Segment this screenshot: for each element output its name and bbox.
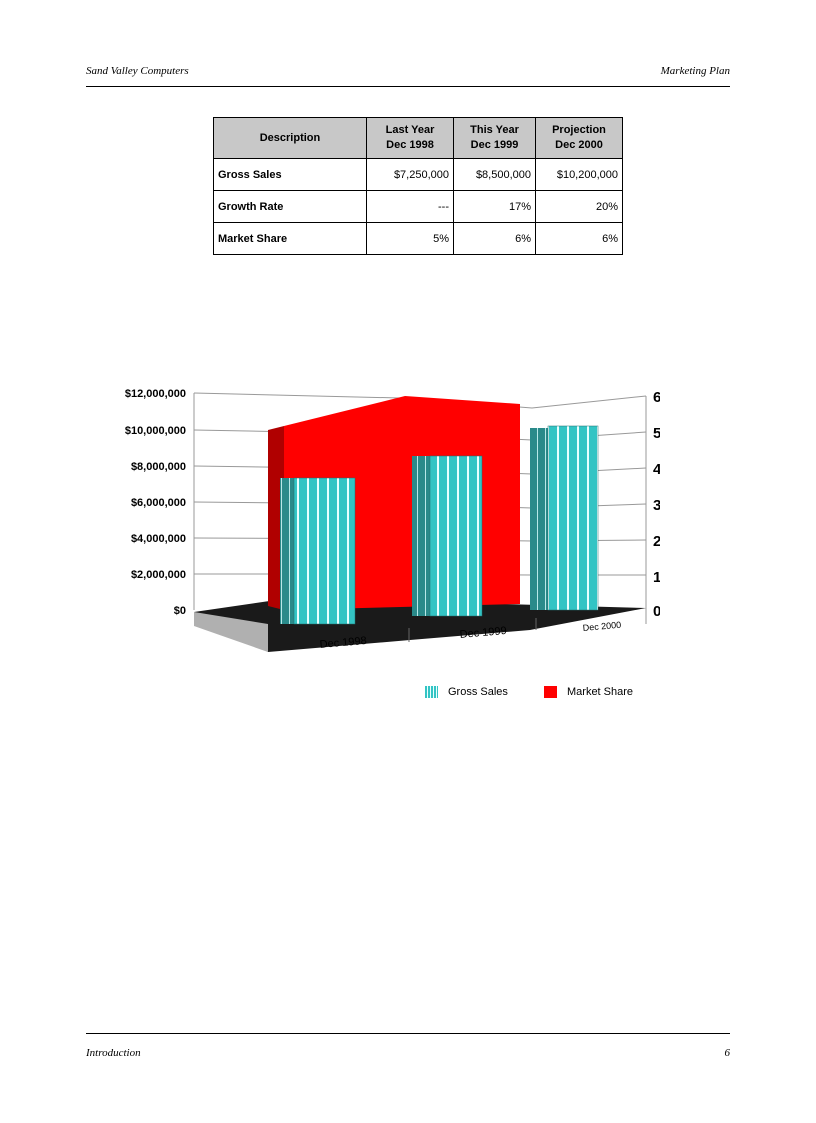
page-number: 6: [724, 1047, 731, 1059]
col-header: This Year Dec 1999: [453, 117, 536, 159]
svg-text:6%: 6%: [653, 389, 660, 406]
floor-edge: [194, 612, 268, 652]
row-label: Gross Sales: [213, 158, 367, 191]
cell: ---: [366, 190, 454, 223]
cell: 5%: [366, 222, 454, 255]
row-label: Growth Rate: [213, 190, 367, 223]
table-row: Market Share 5% 6% 6%: [213, 222, 623, 255]
col-header: Description: [213, 117, 367, 159]
col-header: Last Year Dec 1998: [366, 117, 454, 159]
svg-text:$4,000,000: $4,000,000: [131, 533, 186, 545]
svg-text:4%: 4%: [653, 461, 660, 478]
legend-label: Gross Sales: [448, 686, 508, 698]
left-axis: $12,000,000 $10,000,000 $8,000,000 $6,00…: [125, 388, 186, 617]
cell: 6%: [453, 222, 536, 255]
svg-text:$2,000,000: $2,000,000: [131, 569, 186, 581]
category-axis: Dec 1998 Dec 1999 Dec 2000: [319, 620, 621, 651]
svg-text:$0: $0: [174, 605, 186, 617]
cell: 6%: [535, 222, 623, 255]
financial-summary-table: Description Last Year Dec 1998 This Year D…: [213, 117, 623, 255]
cell: $7,250,000: [366, 158, 454, 191]
header-company: Sand Valley Computers: [86, 65, 189, 77]
cell: $8,500,000: [453, 158, 536, 191]
right-axis: 6% 5% 4% 3% 2% 1% 0%: [653, 389, 660, 620]
svg-text:1%: 1%: [653, 569, 660, 586]
cell: $10,200,000: [535, 158, 623, 191]
svg-text:Dec 2000: Dec 2000: [582, 620, 621, 633]
sales-market-share-chart: $12,000,000 $10,000,000 $8,000,000 $6,00…: [125, 388, 660, 652]
row-label: Market Share: [213, 222, 367, 255]
market-share-swatch: [544, 686, 557, 698]
header-doc-title: Marketing Plan: [660, 65, 730, 77]
svg-text:0%: 0%: [653, 603, 660, 620]
cell: 17%: [453, 190, 536, 223]
svg-text:5%: 5%: [653, 425, 660, 442]
svg-text:$8,000,000: $8,000,000: [131, 461, 186, 473]
table-row: Growth Rate --- 17% 20%: [213, 190, 623, 223]
legend-label: Market Share: [567, 686, 634, 698]
page-footer: Introduction 6: [86, 1033, 730, 1064]
svg-text:3%: 3%: [653, 497, 660, 514]
table-row: Gross Sales $7,250,000 $8,500,000 $10,20…: [213, 158, 623, 191]
svg-text:$10,000,000: $10,000,000: [125, 425, 186, 437]
svg-text:2%: 2%: [653, 533, 660, 550]
svg-text:$6,000,000: $6,000,000: [131, 497, 186, 509]
gross-sales-bars: [280, 425, 599, 625]
svg-text:Dec 1999: Dec 1999: [459, 625, 507, 641]
legend-gross-sales: Gross Sales: [425, 686, 508, 698]
col-header: Projection Dec 2000: [535, 117, 623, 159]
svg-text:$12,000,000: $12,000,000: [125, 388, 186, 400]
svg-text:Dec 1998: Dec 1998: [319, 635, 367, 651]
gross-sales-swatch: [425, 686, 438, 698]
footer-section: Introduction: [86, 1047, 141, 1059]
legend-market-share: Market Share: [544, 686, 633, 698]
page-header: Sand Valley Computers Marketing Plan: [86, 62, 730, 87]
cell: 20%: [535, 190, 623, 223]
table-header-row: Description Last Year Dec 1998 This Year D…: [213, 117, 623, 159]
